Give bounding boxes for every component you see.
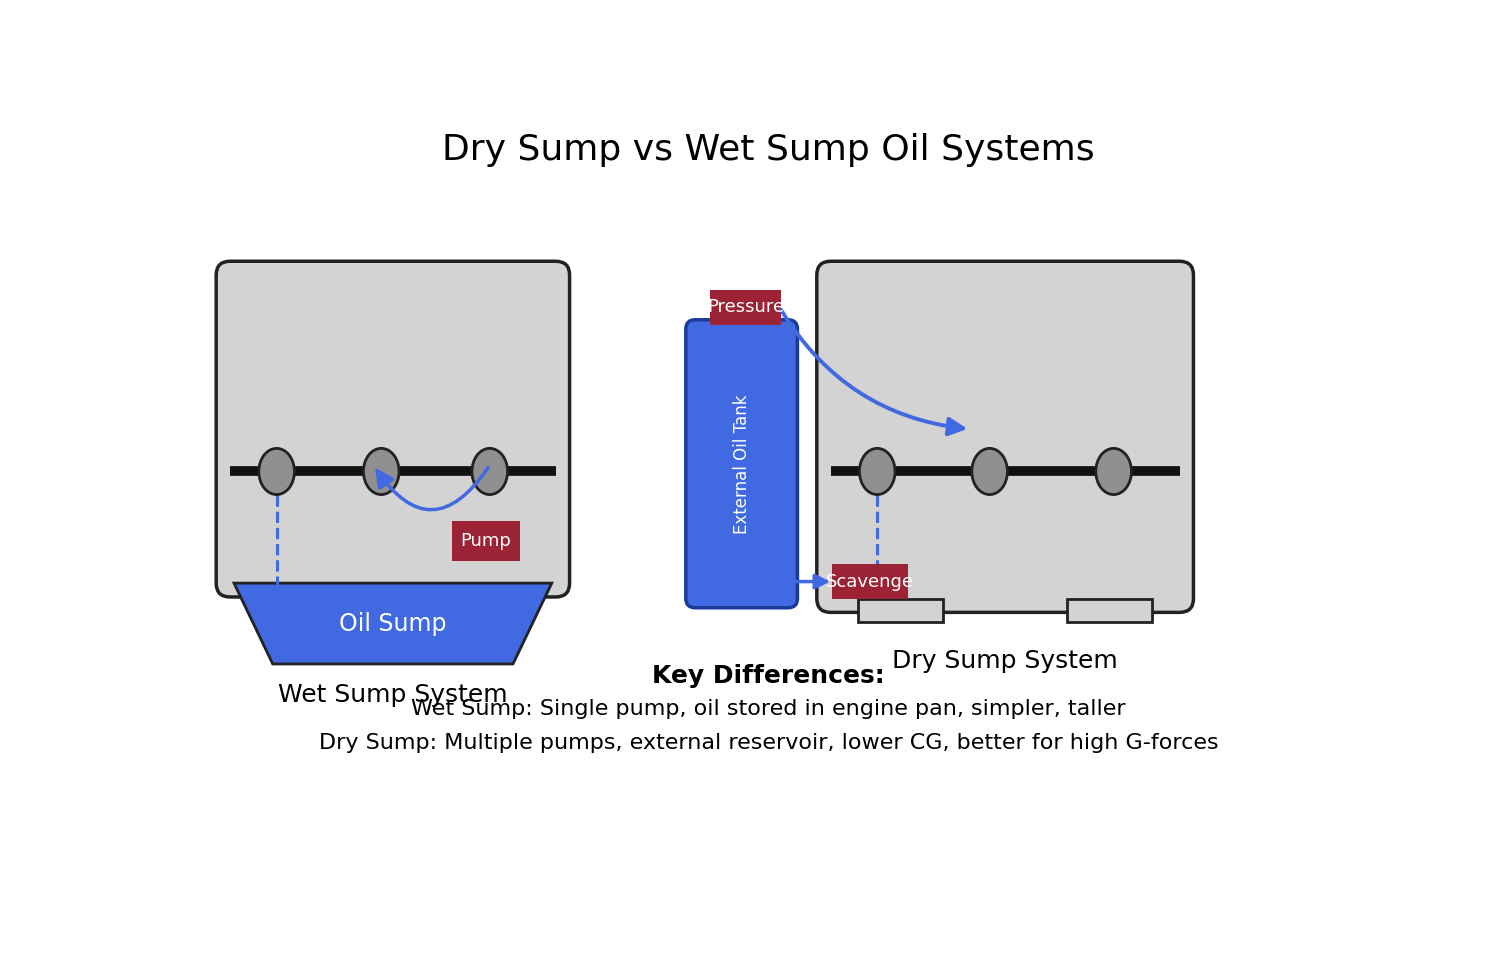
FancyBboxPatch shape [686,320,798,607]
Bar [1066,599,1152,622]
Ellipse shape [972,448,1008,494]
FancyBboxPatch shape [216,262,570,597]
FancyBboxPatch shape [831,564,908,600]
Polygon shape [234,583,552,664]
Text: External Oil Tank: External Oil Tank [732,394,750,534]
Text: Oil Sump: Oil Sump [339,611,447,635]
Ellipse shape [859,448,895,494]
Ellipse shape [1096,448,1131,494]
Text: Pump: Pump [460,532,512,550]
Ellipse shape [472,448,507,494]
Text: Key Differences:: Key Differences: [652,664,885,688]
Text: Scavenge: Scavenge [827,573,914,590]
Text: Dry Sump vs Wet Sump Oil Systems: Dry Sump vs Wet Sump Oil Systems [442,132,1095,167]
Text: Dry Sump System: Dry Sump System [892,649,1118,673]
Text: Dry Sump: Multiple pumps, external reservoir, lower CG, better for high G-forces: Dry Sump: Multiple pumps, external reser… [320,733,1218,753]
Text: Wet Sump: Single pump, oil stored in engine pan, simpler, taller: Wet Sump: Single pump, oil stored in eng… [411,698,1126,718]
Ellipse shape [363,448,399,494]
FancyBboxPatch shape [818,262,1194,612]
FancyBboxPatch shape [452,521,520,560]
Text: Wet Sump System: Wet Sump System [278,683,507,707]
Bar [858,599,944,622]
FancyBboxPatch shape [710,289,782,325]
Ellipse shape [260,448,294,494]
Text: Pressure: Pressure [706,299,785,316]
